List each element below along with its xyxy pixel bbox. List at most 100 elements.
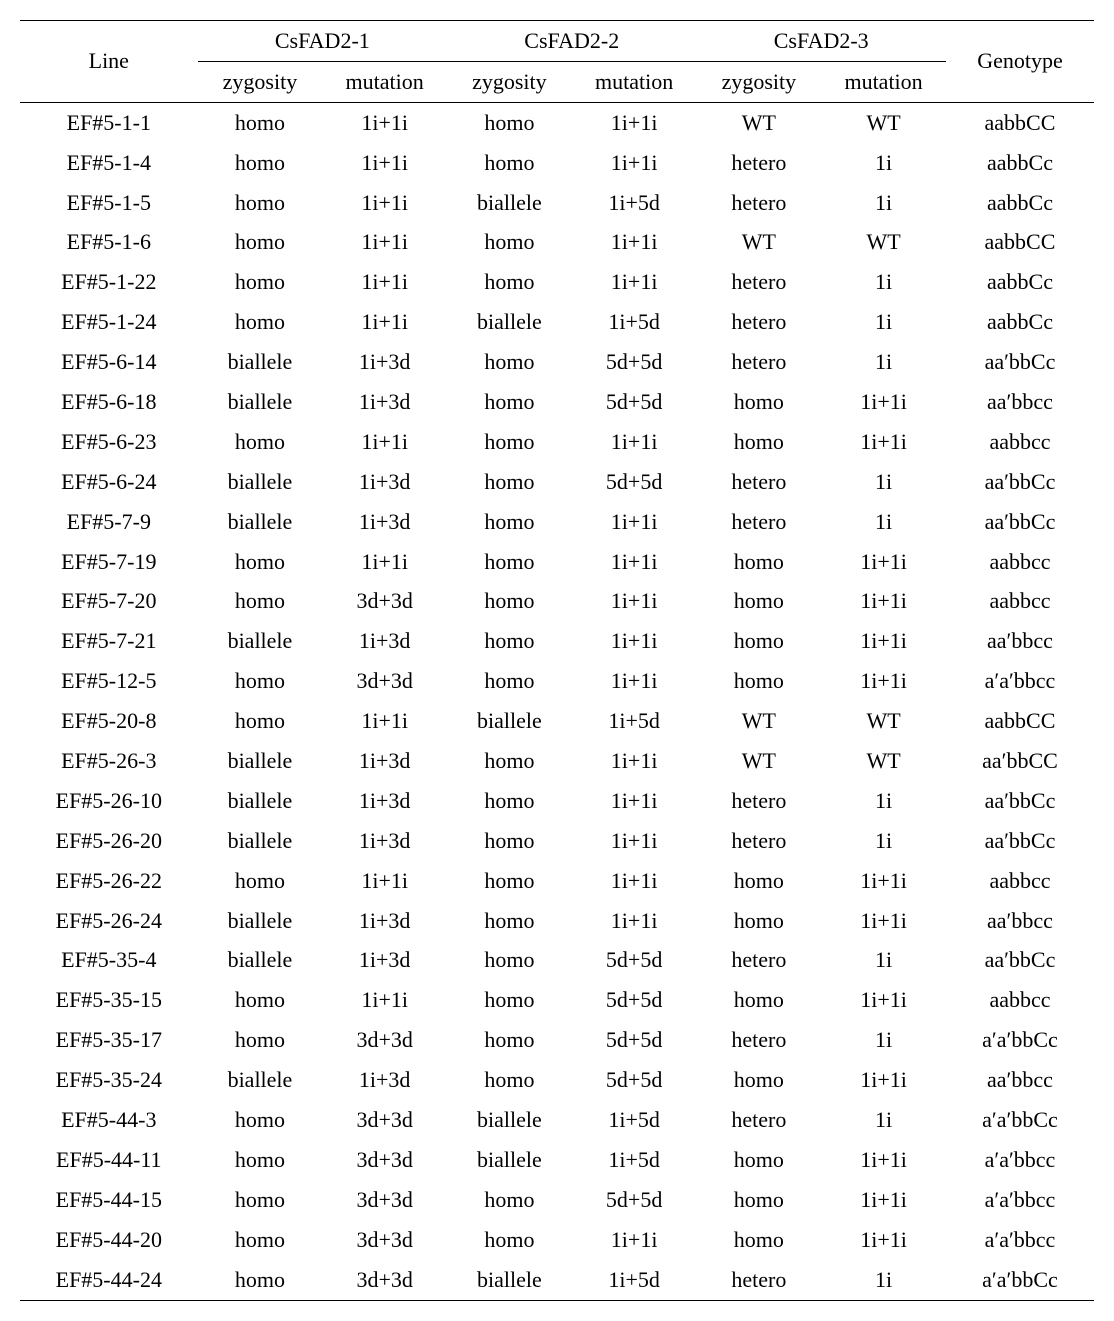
cell-line: EF#5-35-24 bbox=[20, 1060, 198, 1100]
cell-genotype: a′a′bbcc bbox=[946, 1180, 1094, 1220]
cell-mutation-2: 5d+5d bbox=[572, 940, 697, 980]
cell-mutation-1: 1i+3d bbox=[322, 462, 447, 502]
cell-mutation-1: 1i+1i bbox=[322, 183, 447, 223]
cell-zygosity-1: biallele bbox=[198, 821, 323, 861]
cell-mutation-2: 5d+5d bbox=[572, 1020, 697, 1060]
cell-zygosity-3: hetero bbox=[696, 781, 821, 821]
cell-mutation-3: 1i bbox=[821, 502, 946, 542]
cell-zygosity-3: homo bbox=[696, 581, 821, 621]
cell-line: EF#5-1-1 bbox=[20, 102, 198, 142]
table-row: EF#5-44-24homo3d+3dbiallele1i+5dhetero1i… bbox=[20, 1260, 1094, 1300]
cell-mutation-2: 5d+5d bbox=[572, 462, 697, 502]
cell-genotype: aabbcc bbox=[946, 422, 1094, 462]
cell-line: EF#5-6-24 bbox=[20, 462, 198, 502]
header-zygosity-3: zygosity bbox=[696, 61, 821, 102]
cell-genotype: aabbcc bbox=[946, 861, 1094, 901]
header-group-2: CsFAD2-2 bbox=[447, 21, 696, 62]
cell-line: EF#5-35-17 bbox=[20, 1020, 198, 1060]
cell-zygosity-1: homo bbox=[198, 980, 323, 1020]
cell-mutation-3: 1i bbox=[821, 143, 946, 183]
cell-mutation-3: 1i bbox=[821, 302, 946, 342]
cell-zygosity-2: homo bbox=[447, 581, 572, 621]
cell-mutation-3: 1i+1i bbox=[821, 901, 946, 941]
cell-zygosity-1: biallele bbox=[198, 901, 323, 941]
cell-zygosity-1: homo bbox=[198, 222, 323, 262]
cell-mutation-3: 1i bbox=[821, 1100, 946, 1140]
cell-zygosity-2: biallele bbox=[447, 1140, 572, 1180]
table-row: EF#5-7-21biallele1i+3dhomo1i+1ihomo1i+1i… bbox=[20, 621, 1094, 661]
cell-genotype: aabbCC bbox=[946, 222, 1094, 262]
cell-mutation-3: 1i+1i bbox=[821, 581, 946, 621]
cell-zygosity-2: biallele bbox=[447, 302, 572, 342]
cell-genotype: a′a′bbcc bbox=[946, 661, 1094, 701]
cell-zygosity-1: biallele bbox=[198, 502, 323, 542]
cell-zygosity-3: hetero bbox=[696, 1020, 821, 1060]
cell-genotype: aa′bbCc bbox=[946, 462, 1094, 502]
table-row: EF#5-26-24biallele1i+3dhomo1i+1ihomo1i+1… bbox=[20, 901, 1094, 941]
cell-mutation-1: 1i+1i bbox=[322, 262, 447, 302]
header-mutation-3: mutation bbox=[821, 61, 946, 102]
cell-mutation-1: 1i+3d bbox=[322, 940, 447, 980]
cell-zygosity-1: homo bbox=[198, 1100, 323, 1140]
cell-mutation-1: 1i+1i bbox=[322, 143, 447, 183]
cell-line: EF#5-1-22 bbox=[20, 262, 198, 302]
cell-zygosity-1: homo bbox=[198, 1220, 323, 1260]
table-row: EF#5-26-20biallele1i+3dhomo1i+1ihetero1i… bbox=[20, 821, 1094, 861]
cell-zygosity-1: homo bbox=[198, 861, 323, 901]
cell-mutation-2: 1i+1i bbox=[572, 741, 697, 781]
table-row: EF#5-26-3biallele1i+3dhomo1i+1iWTWTaa′bb… bbox=[20, 741, 1094, 781]
table-row: EF#5-12-5homo3d+3dhomo1i+1ihomo1i+1ia′a′… bbox=[20, 661, 1094, 701]
cell-mutation-3: 1i+1i bbox=[821, 382, 946, 422]
cell-mutation-1: 1i+1i bbox=[322, 422, 447, 462]
cell-zygosity-3: homo bbox=[696, 661, 821, 701]
cell-zygosity-1: homo bbox=[198, 701, 323, 741]
cell-mutation-3: 1i+1i bbox=[821, 980, 946, 1020]
cell-line: EF#5-44-11 bbox=[20, 1140, 198, 1180]
cell-zygosity-3: hetero bbox=[696, 502, 821, 542]
cell-mutation-1: 1i+3d bbox=[322, 502, 447, 542]
cell-mutation-1: 1i+3d bbox=[322, 382, 447, 422]
cell-mutation-2: 5d+5d bbox=[572, 1180, 697, 1220]
table-header: Line CsFAD2-1 CsFAD2-2 CsFAD2-3 Genotype… bbox=[20, 21, 1094, 103]
cell-mutation-1: 3d+3d bbox=[322, 1260, 447, 1300]
cell-mutation-1: 3d+3d bbox=[322, 1140, 447, 1180]
cell-mutation-2: 1i+1i bbox=[572, 901, 697, 941]
cell-zygosity-1: homo bbox=[198, 542, 323, 582]
cell-zygosity-3: hetero bbox=[696, 462, 821, 502]
header-genotype: Genotype bbox=[946, 21, 1094, 103]
cell-zygosity-2: homo bbox=[447, 621, 572, 661]
cell-zygosity-2: homo bbox=[447, 980, 572, 1020]
cell-mutation-3: 1i bbox=[821, 821, 946, 861]
table-row: EF#5-6-18biallele1i+3dhomo5d+5dhomo1i+1i… bbox=[20, 382, 1094, 422]
cell-zygosity-2: homo bbox=[447, 781, 572, 821]
cell-zygosity-2: homo bbox=[447, 861, 572, 901]
cell-line: EF#5-7-19 bbox=[20, 542, 198, 582]
cell-line: EF#5-44-20 bbox=[20, 1220, 198, 1260]
cell-zygosity-2: homo bbox=[447, 102, 572, 142]
cell-mutation-1: 1i+1i bbox=[322, 222, 447, 262]
cell-mutation-3: 1i+1i bbox=[821, 621, 946, 661]
cell-zygosity-2: homo bbox=[447, 1180, 572, 1220]
cell-line: EF#5-6-23 bbox=[20, 422, 198, 462]
cell-zygosity-3: homo bbox=[696, 422, 821, 462]
table-row: EF#5-44-3homo3d+3dbiallele1i+5dhetero1ia… bbox=[20, 1100, 1094, 1140]
table-row: EF#5-26-10biallele1i+3dhomo1i+1ihetero1i… bbox=[20, 781, 1094, 821]
cell-zygosity-2: biallele bbox=[447, 1260, 572, 1300]
cell-zygosity-1: homo bbox=[198, 1140, 323, 1180]
cell-mutation-3: 1i+1i bbox=[821, 661, 946, 701]
header-mutation-2: mutation bbox=[572, 61, 697, 102]
header-group-3: CsFAD2-3 bbox=[696, 21, 945, 62]
cell-mutation-2: 1i+1i bbox=[572, 621, 697, 661]
cell-line: EF#5-26-20 bbox=[20, 821, 198, 861]
cell-zygosity-2: biallele bbox=[447, 183, 572, 223]
cell-mutation-1: 1i+1i bbox=[322, 861, 447, 901]
cell-mutation-2: 5d+5d bbox=[572, 980, 697, 1020]
cell-zygosity-1: biallele bbox=[198, 382, 323, 422]
cell-mutation-2: 1i+1i bbox=[572, 262, 697, 302]
genotype-table: Line CsFAD2-1 CsFAD2-2 CsFAD2-3 Genotype… bbox=[20, 20, 1094, 1301]
cell-mutation-1: 1i+3d bbox=[322, 781, 447, 821]
cell-zygosity-1: homo bbox=[198, 143, 323, 183]
cell-zygosity-2: biallele bbox=[447, 701, 572, 741]
cell-mutation-2: 1i+1i bbox=[572, 222, 697, 262]
cell-zygosity-1: homo bbox=[198, 1020, 323, 1060]
